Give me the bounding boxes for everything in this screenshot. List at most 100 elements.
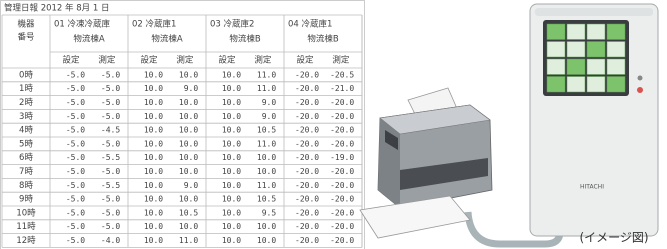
cell-value: 9.0	[262, 98, 277, 107]
cell-value: -20.0	[330, 126, 354, 135]
header-label: 番号	[17, 32, 34, 43]
cell-value: -21.0	[330, 84, 354, 93]
unit-name: 04 冷蔵庫1	[288, 19, 332, 30]
cell-value: 10.0	[144, 222, 163, 231]
subheader: 設定	[141, 55, 159, 66]
cell-value: 10.0	[144, 153, 163, 162]
cell-value: -20.0	[295, 126, 319, 135]
cell-value: -5.0	[101, 208, 120, 217]
cell-value: 10.0	[179, 139, 198, 148]
cell-value: 11.0	[257, 139, 276, 148]
cell-value: -5.5	[101, 153, 120, 162]
cell-value: -5.0	[101, 98, 120, 107]
screen-tile	[547, 59, 565, 75]
cell-value: 11.0	[257, 84, 276, 93]
row-label: 12時	[16, 236, 36, 246]
cell-value: -20.0	[330, 181, 354, 190]
cell-value: -20.0	[295, 139, 319, 148]
cell-value: 10.0	[222, 167, 241, 176]
screen-tile	[587, 42, 605, 58]
cell-value: 10.0	[144, 195, 163, 204]
cell-value: -5.0	[66, 98, 85, 107]
row-label: 8時	[19, 181, 33, 191]
cell-value: 10.0	[144, 167, 163, 176]
caption: (イメージ図)	[579, 231, 648, 245]
cell-value: 10.0	[222, 126, 241, 135]
cell-value: -5.0	[66, 208, 85, 217]
screen-tile	[607, 24, 625, 40]
controller-device: HITACHI	[530, 4, 658, 236]
cell-value: -20.0	[330, 222, 354, 231]
cell-value: 10.0	[222, 222, 241, 231]
cell-value: 10.0	[144, 208, 163, 217]
screen-tile	[547, 77, 565, 93]
cell-value: -5.0	[66, 70, 85, 79]
cell-value: 10.0	[222, 181, 241, 190]
cell-value: -20.0	[295, 208, 319, 217]
cell-value: 10.0	[222, 153, 241, 162]
screen-tile	[587, 24, 605, 40]
cell-value: -5.0	[66, 236, 85, 245]
cell-value: 10.0	[144, 139, 163, 148]
subheader: 測定	[332, 55, 350, 66]
header-label: 機器	[17, 19, 35, 30]
cell-value: 11.0	[257, 70, 276, 79]
row-label: 3時	[19, 112, 33, 122]
screen-tile	[567, 59, 585, 75]
cell-value: -5.0	[101, 139, 120, 148]
cell-value: 10.0	[222, 84, 241, 93]
row-label: 6時	[19, 153, 33, 163]
row-label: 4時	[19, 126, 33, 136]
screen-tile	[547, 24, 565, 40]
cell-value: 10.0	[179, 195, 198, 204]
cell-value: -5.0	[66, 112, 85, 121]
cell-value: 10.0	[179, 167, 198, 176]
cell-value: -5.0	[66, 195, 85, 204]
screen-tile	[607, 77, 625, 93]
unit-name: 03 冷蔵庫2	[210, 19, 254, 30]
row-label: 7時	[19, 167, 33, 177]
unit-location: 物流棟B	[307, 34, 339, 45]
cell-value: -5.0	[66, 139, 85, 148]
cell-value: -5.0	[66, 126, 85, 135]
cell-value: 10.0	[144, 181, 163, 190]
row-label: 0時	[19, 70, 33, 80]
screen-tile	[567, 24, 585, 40]
cell-value: 10.0	[179, 153, 198, 162]
screen-tile	[607, 42, 625, 58]
screen-tile	[587, 77, 605, 93]
cell-value: 10.5	[257, 195, 276, 204]
cell-value: 10.0	[222, 112, 241, 121]
cell-value: 10.0	[144, 126, 163, 135]
cell-value: -5.0	[101, 222, 120, 231]
unit-location: 物流棟B	[229, 34, 261, 45]
screen-tile	[607, 59, 625, 75]
unit-location: 物流棟A	[151, 34, 183, 45]
subheader: 設定	[297, 55, 315, 66]
cell-value: -5.0	[101, 70, 120, 79]
cell-value: 10.0	[144, 112, 163, 121]
cell-value: 9.0	[262, 112, 277, 121]
cell-value: -20.5	[330, 70, 354, 79]
cell-value: -5.0	[66, 153, 85, 162]
subheader: 設定	[63, 55, 81, 66]
subheader: 測定	[176, 55, 194, 66]
cell-value: 10.0	[222, 195, 241, 204]
row-label: 2時	[19, 98, 33, 108]
cell-value: -20.0	[330, 236, 354, 245]
cell-value: -4.5	[101, 126, 120, 135]
cell-value: 11.0	[257, 181, 276, 190]
device-brand: HITACHI	[580, 184, 604, 191]
row-label: 5時	[19, 139, 33, 149]
cell-value: -20.0	[330, 139, 354, 148]
cell-value: 9.5	[262, 208, 277, 217]
screen-tile	[547, 42, 565, 58]
screen-tile	[567, 42, 585, 58]
cell-value: -20.0	[295, 153, 319, 162]
cell-value: 10.0	[222, 98, 241, 107]
cell-value: -5.0	[101, 167, 120, 176]
cell-value: -20.0	[295, 112, 319, 121]
cell-value: 10.5	[179, 208, 198, 217]
cell-value: 10.0	[144, 70, 163, 79]
row-label: 9時	[19, 195, 33, 205]
